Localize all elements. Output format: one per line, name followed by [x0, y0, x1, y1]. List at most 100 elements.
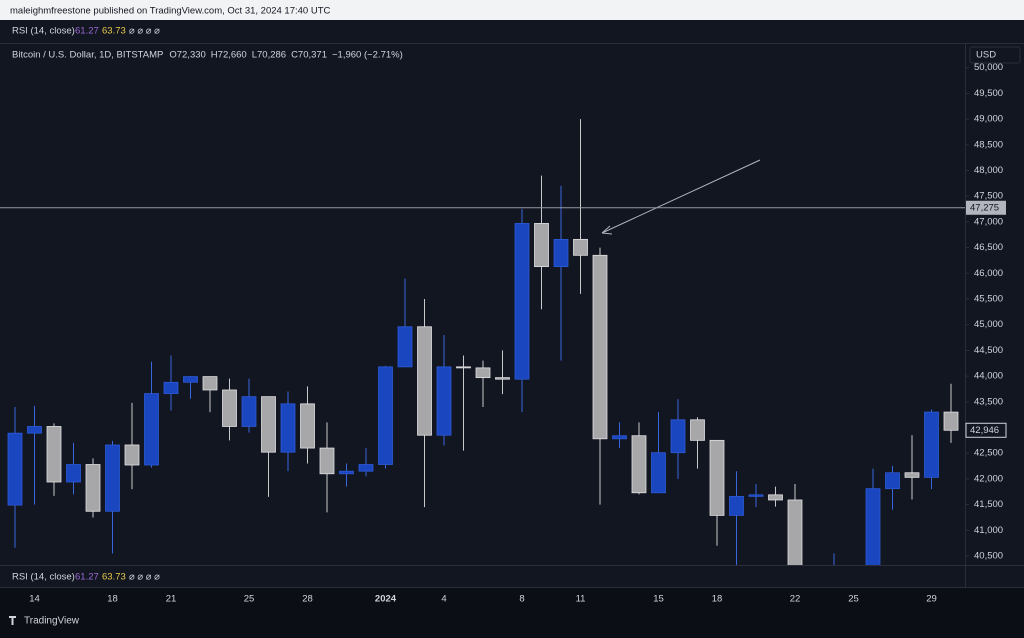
candle-body	[651, 452, 666, 494]
x-tick-label: 18	[107, 594, 118, 605]
x-tick-label: 11	[576, 594, 586, 605]
plot	[7, 119, 959, 565]
candle-body	[27, 426, 42, 434]
candle-body	[339, 470, 354, 475]
x-tick-label: 21	[166, 594, 177, 605]
candle-body	[241, 396, 257, 427]
x-tick-label: 15	[653, 594, 664, 605]
candle-body	[729, 495, 744, 516]
y-tick-label: 44,000	[974, 371, 1003, 382]
candle-body	[592, 254, 608, 440]
candle-body	[885, 472, 900, 490]
candle-body	[534, 223, 549, 268]
candle-body	[202, 376, 218, 391]
publish-bar	[0, 0, 1024, 20]
y-tick-label: 41,000	[974, 525, 1003, 536]
candle-body	[261, 396, 276, 453]
last-price-bg	[965, 422, 1007, 438]
arrow	[601, 159, 761, 234]
candle-body	[300, 403, 315, 449]
y-tick-label: 45,500	[974, 294, 1003, 305]
candle-body	[475, 367, 491, 379]
last-price-label: 42,946	[970, 425, 999, 436]
candle-body	[748, 494, 764, 497]
candle-body	[787, 499, 803, 565]
candle-body	[319, 447, 335, 475]
y-tick-label: 48,000	[974, 165, 1003, 176]
y-tick-label: 43,500	[974, 396, 1003, 407]
candle-body	[495, 377, 510, 380]
x-tick-label: 22	[790, 594, 801, 605]
candle-body	[709, 439, 725, 516]
x-tick-label: 28	[302, 594, 313, 605]
arrow-head	[601, 225, 613, 235]
x-tick-label: 25	[848, 594, 859, 605]
candle-body	[222, 389, 237, 427]
candle-body	[436, 366, 452, 436]
y-tick-label: 47,000	[974, 216, 1003, 227]
x-tick-label: 2024	[375, 594, 397, 605]
candle-body	[670, 419, 686, 454]
rsi-name: RSI (14, close)	[12, 26, 75, 37]
candle-body	[358, 464, 374, 472]
rsi-value: 63.73	[102, 572, 126, 583]
y-tick-label: 46,000	[974, 268, 1003, 279]
y-tick-label: 41,500	[974, 499, 1003, 510]
x-tick-label: 14	[29, 594, 40, 605]
y-tick-label: 47,500	[974, 191, 1003, 202]
brand: TradingView	[24, 616, 80, 627]
candle-body	[865, 488, 881, 565]
candle-body	[924, 411, 939, 478]
candle-body	[397, 326, 413, 368]
candle-body	[85, 464, 101, 512]
candle-body	[612, 435, 627, 440]
y-tick-label: 49,500	[974, 88, 1003, 99]
candle-body	[144, 393, 159, 466]
y-tick-label: 45,000	[974, 319, 1003, 330]
candle-body	[7, 432, 23, 506]
x-tick-label: 18	[712, 594, 723, 605]
footer-bg	[0, 588, 1024, 633]
legend-value: L70,286	[252, 50, 286, 61]
chart-bg	[0, 20, 1024, 588]
candle-body	[631, 435, 647, 494]
y-tick-label: 40,500	[974, 551, 1003, 562]
y-tick-label: 50,000	[974, 62, 1003, 73]
logo	[9, 616, 16, 625]
x-tick-label: 4	[441, 594, 446, 605]
candle-body	[124, 444, 140, 466]
candle-body	[456, 366, 471, 369]
candle-body	[417, 326, 432, 436]
x-tick-label: 25	[244, 594, 255, 605]
currency: USD	[976, 50, 996, 61]
hline-label: 47,275	[970, 202, 999, 213]
candle-body	[553, 238, 569, 268]
candle-body	[904, 472, 920, 478]
candle-body	[514, 223, 530, 380]
y-tick-label: 46,500	[974, 242, 1003, 253]
rsi-value: 61.27	[75, 572, 99, 583]
y-tick-label: 42,000	[974, 473, 1003, 484]
rsi-value: 61.27	[75, 26, 99, 37]
y-tick-label: 49,000	[974, 114, 1003, 125]
y-tick-label: 44,500	[974, 345, 1003, 356]
x-tick-label: 29	[926, 594, 937, 605]
legend-value: −1,960 (−2.71%)	[332, 50, 403, 61]
legend-symbol: Bitcoin / U.S. Dollar, 1D, BITSTAMP	[12, 50, 163, 61]
publisher: maleighmfreestone published on TradingVi…	[10, 6, 331, 17]
rsi-icons: ⌀ ⌀ ⌀ ⌀	[129, 26, 160, 37]
candle-body	[768, 494, 783, 501]
candle-body	[183, 376, 198, 383]
rsi-name: RSI (14, close)	[12, 572, 75, 583]
y-tick-label: 42,500	[974, 448, 1003, 459]
legend-value: H72,660	[211, 50, 247, 61]
candle-body	[105, 444, 120, 512]
y-tick-label: 48,500	[974, 139, 1003, 150]
hline-label-bg	[966, 200, 1006, 215]
rsi-value: 63.73	[102, 26, 126, 37]
x-tick-label: 8	[519, 594, 524, 605]
candle-body	[943, 411, 959, 431]
legend-value: O72,330	[169, 50, 205, 61]
